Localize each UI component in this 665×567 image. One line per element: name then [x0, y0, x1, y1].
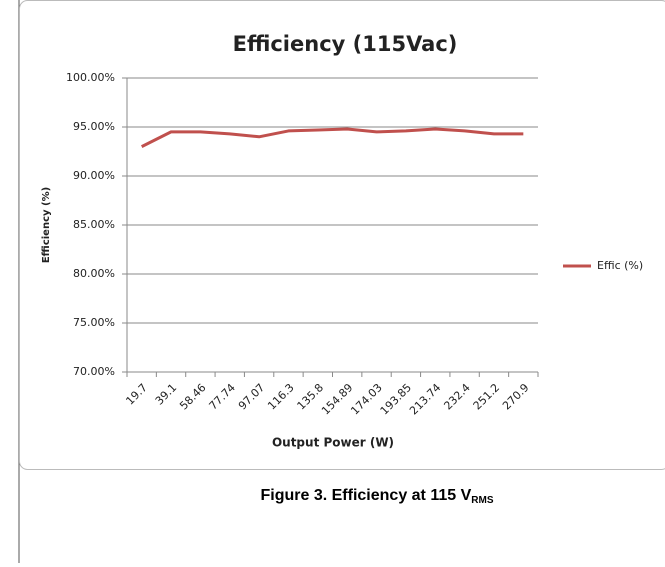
legend-label: Effic (%)	[597, 259, 643, 272]
caption-subscript: RMS	[471, 495, 494, 506]
caption: Figure 3. Efficiency at 115 VRMS	[261, 487, 494, 505]
y-tick-label: 95.00%	[73, 120, 115, 133]
y-tick-label: 90.00%	[73, 169, 115, 182]
y-tick-label: 70.00%	[73, 365, 115, 378]
y-tick-label: 80.00%	[73, 267, 115, 280]
y-tick-label: 85.00%	[73, 218, 115, 231]
y-axis-label: Efficiency (%)	[41, 187, 52, 263]
caption-text: Figure 3. Efficiency at 115 V	[261, 487, 472, 504]
y-tick-label: 75.00%	[73, 316, 115, 329]
chart-title: Efficiency (115Vac)	[233, 32, 458, 56]
x-axis-label: Output Power (W)	[272, 436, 394, 450]
y-tick-label: 100.00%	[66, 71, 115, 84]
